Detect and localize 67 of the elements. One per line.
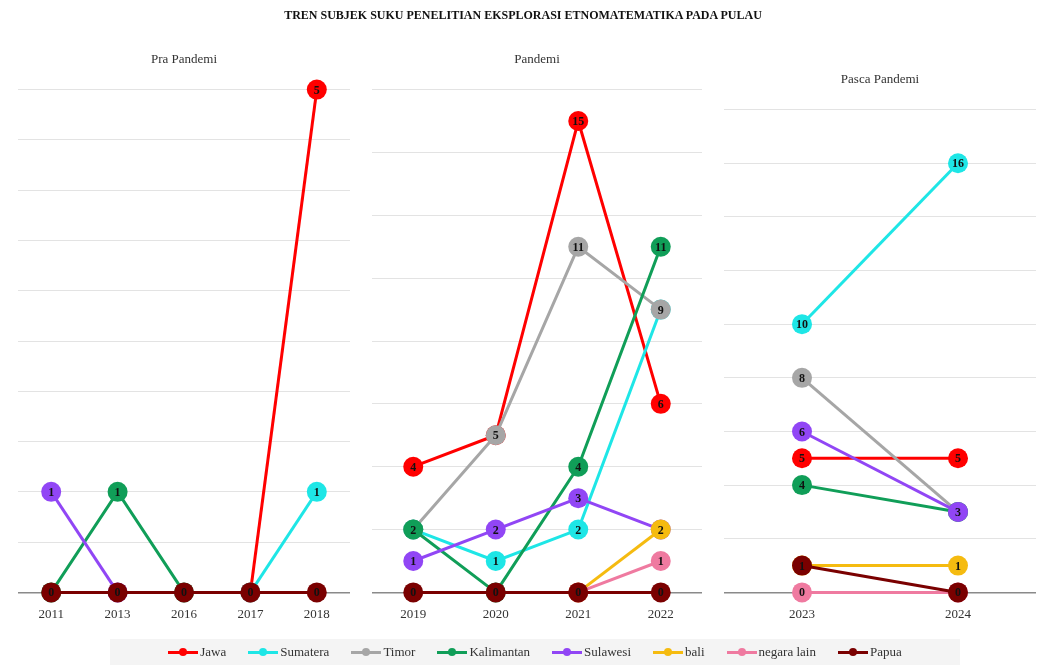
data-label: 2 [575,522,582,537]
data-label: 9 [657,302,664,317]
x-tick-label: 2017 [237,605,264,621]
x-tick-label: 2013 [104,605,131,621]
x-tick-label: 2020 [482,605,509,621]
data-label: 1 [492,554,499,569]
data-label: 0 [657,585,664,600]
data-label: 1 [313,484,320,499]
x-tick-label: 2023 [789,605,815,621]
x-tick-label: 2019 [400,605,427,621]
data-label: 2 [657,522,664,537]
data-label: 3 [955,505,961,520]
data-label: 8 [799,370,805,385]
data-label: 2 [492,522,499,537]
data-label: 0 [247,585,254,600]
x-tick-label: 2011 [38,605,64,621]
data-label: 1 [657,554,664,569]
legend-label: Sumatera [280,644,330,660]
data-label: 4 [799,478,805,493]
data-label: 4 [410,459,417,474]
data-label: 5 [313,82,320,97]
legend-label: Kalimantan [469,644,531,660]
point [650,550,671,571]
legend-label: Timor [383,644,416,660]
point [403,550,424,571]
data-label: 3 [575,491,582,506]
data-label: 11 [572,239,584,254]
legend-label: bali [685,644,705,660]
legend-label: Sulawesi [584,644,632,660]
data-label: 11 [655,239,667,254]
data-label: 5 [492,428,499,443]
x-tick-label: 2022 [647,605,674,621]
data-label: 0 [313,585,320,600]
data-label: 15 [572,114,585,129]
data-label: 1 [114,484,121,499]
data-label: 1 [799,558,805,573]
data-label: 6 [657,396,664,411]
data-label: 0 [48,585,55,600]
data-label: 10 [796,317,808,332]
data-label: 0 [955,585,961,600]
data-label: 4 [575,459,582,474]
chart-title: Pandemi [514,51,561,67]
data-label: 6 [799,424,805,439]
data-label: 0 [114,585,121,600]
data-label: 0 [181,585,187,600]
text: TREN SUBJEK SUKU PENELITIAN EKSPLORASI ETNOMATEMATIKA PADA PULAU [283,8,763,23]
data-label: 0 [799,585,805,600]
data-label: 5 [799,451,805,466]
data-label: 5 [955,451,961,466]
x-tick-label: 2021 [565,605,592,621]
data-label: 1 [955,558,961,573]
x-tick-label: 2024 [945,605,972,621]
data-label: 16 [952,156,964,171]
data-label: 0 [410,585,417,600]
data-label: 1 [48,484,55,499]
x-tick-label: 2016 [171,605,198,621]
data-label: 0 [492,585,499,600]
data-label: 2 [410,522,417,537]
data-label: 1 [410,554,417,569]
legend-label: Papua [869,644,902,660]
chart-title: Pra Pandemi [150,51,218,67]
chart-title: Pasca Pandemi [840,71,920,87]
x-tick-label: 2018 [303,605,330,621]
point [485,550,506,571]
data-label: 0 [575,585,582,600]
legend-label: negara lain [758,644,816,660]
legend-label: Jawa [200,644,227,660]
